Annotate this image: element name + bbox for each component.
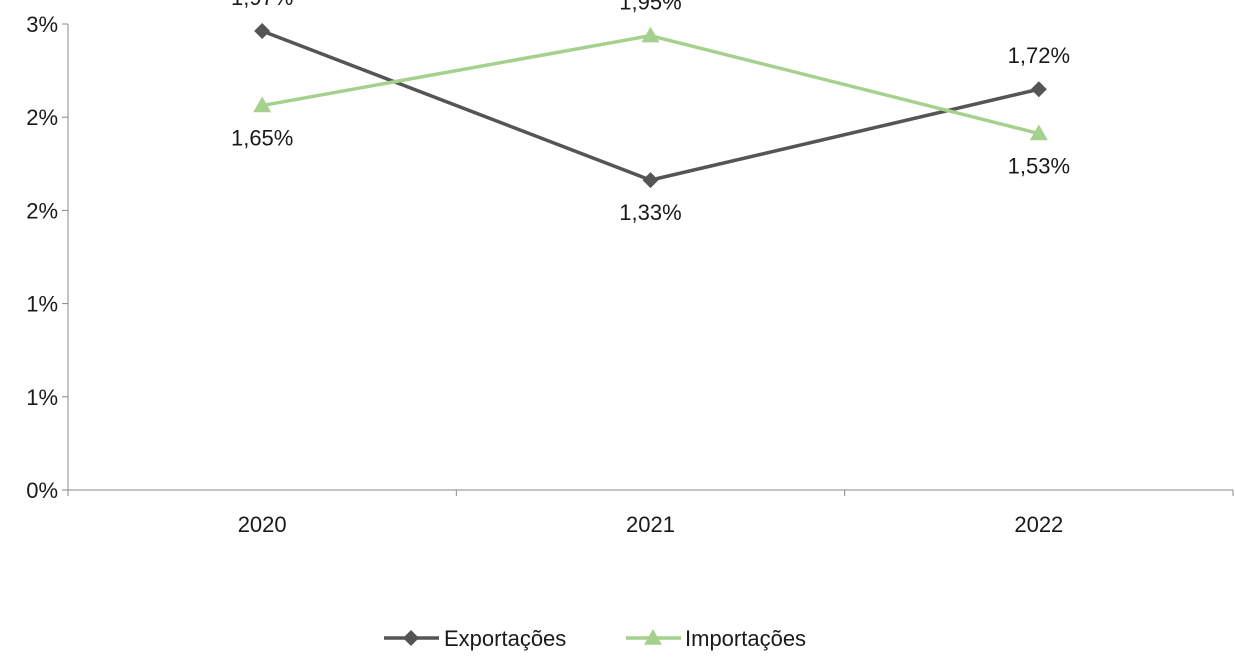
y-tick-label: 2% [26, 105, 58, 130]
data-labels: 1,97% 1,33% 1,72% 1,65% 1,95% 1,53% [231, 0, 1070, 225]
data-label-1-0: 1,65% [231, 126, 293, 151]
legend-marker-1 [644, 629, 662, 645]
data-point-0-0 [254, 22, 271, 39]
series-layer [253, 22, 1048, 189]
y-tick-label: 2% [26, 198, 58, 223]
data-point-1-1 [641, 26, 660, 43]
y-tick-label: 3% [26, 12, 58, 37]
x-tick-label: 2022 [1014, 512, 1063, 537]
data-point-0-2 [1030, 81, 1047, 98]
axes: 0% 1% 1% 2% 2% 3% 2020 2021 2022 [26, 12, 1234, 537]
data-point-1-0 [253, 96, 272, 113]
legend-label-1: Importações [685, 626, 806, 651]
data-point-1-2 [1029, 124, 1048, 141]
y-tick-label: 0% [26, 478, 58, 503]
series-line-1 [261, 33, 1040, 136]
x-tick-label: 2021 [626, 512, 675, 537]
x-tick-label: 2020 [238, 512, 287, 537]
data-point-0-1 [642, 172, 659, 189]
data-label-1-1: 1,95% [619, 0, 681, 15]
legend-marker-0 [403, 630, 419, 646]
legend-label-0: Exportações [444, 626, 566, 651]
data-label-0-0: 1,97% [231, 0, 293, 10]
y-tick-label: 1% [26, 292, 58, 317]
y-tick-label: 1% [26, 385, 58, 410]
data-label-0-2: 1,72% [1008, 43, 1070, 68]
legend: Exportações Importações [384, 626, 806, 651]
data-label-1-2: 1,53% [1008, 154, 1070, 179]
data-label-0-1: 1,33% [619, 200, 681, 225]
